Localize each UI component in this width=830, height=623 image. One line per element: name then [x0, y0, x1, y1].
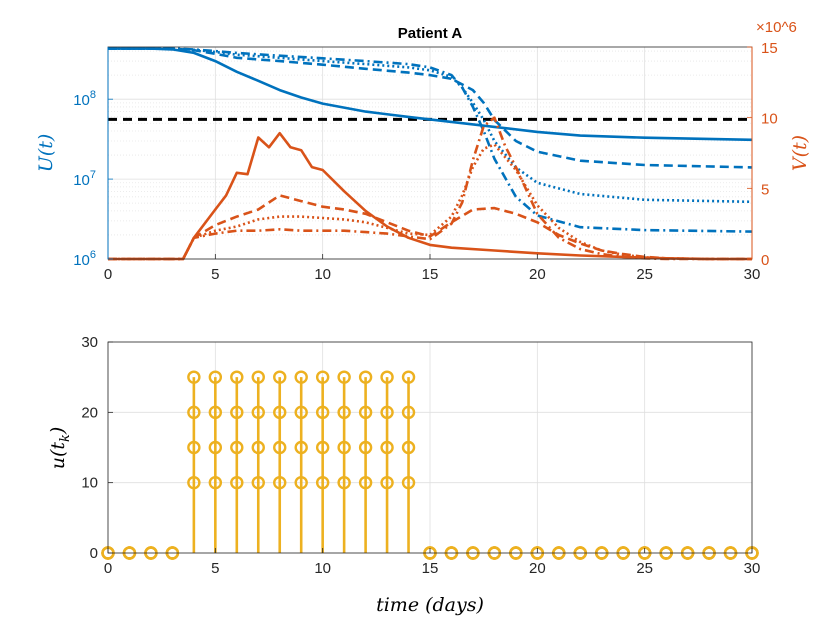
left-tick-exponent: 8 [90, 89, 96, 101]
dose-marker [294, 405, 308, 420]
dose-marker [358, 440, 373, 455]
dose-marker [273, 475, 287, 490]
dose-marker [294, 370, 308, 384]
dose-marker [315, 475, 330, 490]
top-x-tick-label: 25 [636, 266, 653, 283]
left-tick-exponent: 6 [90, 249, 96, 261]
left-tick-exponent: 7 [90, 169, 96, 181]
left-tick-base: 10 [73, 92, 90, 109]
dose-marker [251, 475, 265, 490]
right-tick-label: 5 [761, 181, 769, 198]
dose-marker [380, 405, 394, 420]
dose-marker [380, 370, 394, 384]
v-axis-label: V(t) [789, 135, 811, 171]
dose-marker [230, 370, 244, 384]
top-title: Patient A [398, 25, 463, 42]
left-tick-label: 108 [73, 89, 96, 109]
dose-marker [251, 370, 265, 384]
dose-marker [230, 405, 244, 420]
bottom-x-tick-label: 10 [314, 560, 331, 577]
dose-marker [315, 405, 330, 420]
dose-marker [401, 475, 416, 490]
dose-marker [401, 370, 416, 384]
u-series-dashed-line [108, 47, 753, 169]
dose-marker [230, 475, 244, 490]
dose-marker [401, 440, 416, 455]
dose-marker [251, 405, 265, 420]
dose-marker [187, 475, 201, 490]
u-series-solid-line [108, 47, 753, 142]
dose-marker [358, 405, 373, 420]
dose-marker [337, 440, 351, 455]
dose-marker [251, 440, 265, 455]
dose-marker [208, 440, 223, 455]
bottom-y-tick-label: 10 [81, 475, 98, 492]
dose-marker [208, 370, 223, 384]
bottom-y-tick-label: 0 [90, 545, 98, 562]
dose-marker [294, 440, 308, 455]
dose-marker [315, 370, 330, 384]
dose-axis-label-main: u(t [47, 442, 69, 470]
bottom-x-tick-label: 20 [529, 560, 546, 577]
dose-marker [208, 475, 223, 490]
bottom-y-tick-label: 30 [81, 334, 98, 351]
dose-marker [401, 405, 416, 420]
dose-marker [187, 405, 201, 420]
dose-marker [380, 475, 394, 490]
dose-marker [380, 440, 394, 455]
bottom-x-tick-label: 15 [422, 560, 439, 577]
u-series-dashdot-line [108, 47, 753, 233]
dose-marker [273, 440, 287, 455]
top-x-tick-label: 0 [104, 266, 112, 283]
v-series-dashed-line [108, 194, 752, 261]
bottom-y-tick-label: 20 [81, 404, 98, 421]
time-axis-label: time (days) [376, 594, 484, 616]
right-tick-label: 0 [761, 252, 769, 269]
bottom-x-tick-label: 30 [744, 560, 761, 577]
dose-marker [337, 475, 351, 490]
dose-marker [208, 405, 223, 420]
v-series-dashdot-line [108, 116, 752, 261]
dose-marker [337, 405, 351, 420]
top-x-tick-label: 30 [744, 266, 761, 283]
dose-marker [315, 440, 330, 455]
v-series-dotted-line [108, 143, 752, 261]
left-tick-base: 10 [73, 252, 90, 269]
dose-marker [294, 475, 308, 490]
bottom-x-tick-label: 0 [104, 560, 112, 577]
dose-marker [337, 370, 351, 384]
dose-marker [230, 440, 244, 455]
dose-marker [187, 370, 201, 384]
dose-marker [273, 405, 287, 420]
dose-axis-label: u(tk) [47, 427, 73, 470]
dose-marker [358, 370, 373, 384]
bottom-x-tick-label: 25 [636, 560, 653, 577]
top-x-tick-label: 15 [422, 266, 439, 283]
v-series-solid-line [108, 131, 752, 261]
left-tick-label: 106 [73, 249, 96, 269]
left-tick-label: 107 [73, 169, 96, 189]
top-x-tick-label: 10 [314, 266, 331, 283]
u-series-dotted-line [108, 47, 753, 204]
dose-axis-label-close: ) [47, 427, 69, 435]
top-x-tick-label: 20 [529, 266, 546, 283]
dose-marker [273, 370, 287, 384]
dose-marker [358, 475, 373, 490]
right-tick-label: 15 [761, 40, 778, 57]
top-x-tick-label: 5 [211, 266, 219, 283]
right-tick-label: 10 [761, 111, 778, 128]
u-axis-label: U(t) [35, 134, 57, 172]
bottom-panel: 0 5 10 15 20 25 30 0 10 20 30 time (days) u(tk) [47, 334, 760, 616]
bottom-x-tick-label: 5 [211, 560, 219, 577]
dose-axis-label-sub: k [58, 434, 73, 442]
left-tick-base: 10 [73, 172, 90, 189]
dose-marker [187, 440, 201, 455]
right-axis-exponent: ×10^6 [756, 19, 797, 36]
